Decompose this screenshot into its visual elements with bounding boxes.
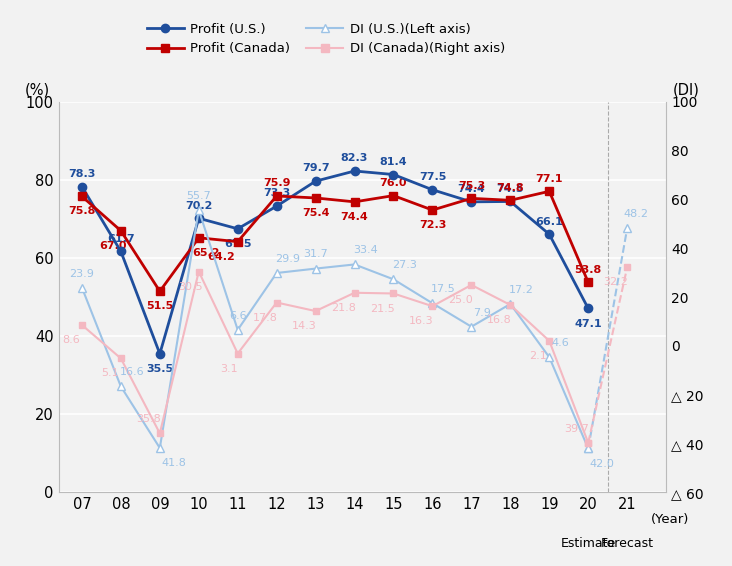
Text: 77.1: 77.1 xyxy=(536,174,563,183)
Text: 21.5: 21.5 xyxy=(370,303,395,314)
Text: 4.6: 4.6 xyxy=(551,338,569,348)
Text: 74.4: 74.4 xyxy=(340,212,368,222)
Text: Estimate: Estimate xyxy=(561,537,616,550)
Text: 5.1: 5.1 xyxy=(101,368,119,379)
Text: 74.4: 74.4 xyxy=(458,184,485,194)
Text: 17.8: 17.8 xyxy=(253,312,278,323)
Text: 6.6: 6.6 xyxy=(229,311,247,321)
Text: 51.5: 51.5 xyxy=(146,301,173,311)
Text: Forecast: Forecast xyxy=(601,537,654,550)
Text: 21.8: 21.8 xyxy=(331,303,356,313)
Text: 79.7: 79.7 xyxy=(302,164,329,173)
Text: 75.3: 75.3 xyxy=(458,181,485,191)
Text: 35.8: 35.8 xyxy=(136,414,161,424)
Text: 81.4: 81.4 xyxy=(380,157,407,167)
Text: 39.7: 39.7 xyxy=(564,424,589,434)
Text: 67.0: 67.0 xyxy=(99,241,127,251)
Text: 76.0: 76.0 xyxy=(380,178,407,188)
Text: 73.3: 73.3 xyxy=(263,188,291,199)
Text: 8.6: 8.6 xyxy=(62,335,80,345)
Text: 16.3: 16.3 xyxy=(409,316,433,326)
Text: 16.8: 16.8 xyxy=(487,315,512,325)
Text: 33.4: 33.4 xyxy=(354,245,378,255)
Text: 41.8: 41.8 xyxy=(161,458,186,468)
Text: 75.4: 75.4 xyxy=(302,208,329,218)
Text: 29.9: 29.9 xyxy=(275,254,300,264)
Text: 75.9: 75.9 xyxy=(263,178,291,188)
Text: 77.5: 77.5 xyxy=(419,172,446,182)
Text: 27.3: 27.3 xyxy=(392,260,417,270)
Text: 67.5: 67.5 xyxy=(224,239,252,249)
Text: (%): (%) xyxy=(25,83,51,98)
Text: (Year): (Year) xyxy=(651,513,689,526)
Text: 75.8: 75.8 xyxy=(68,207,96,216)
Text: 64.2: 64.2 xyxy=(207,252,235,261)
Text: 30.5: 30.5 xyxy=(178,281,203,291)
Text: 42.0: 42.0 xyxy=(590,458,615,469)
Text: (DI): (DI) xyxy=(673,83,700,98)
Text: 72.3: 72.3 xyxy=(419,220,446,230)
Text: 7.9: 7.9 xyxy=(474,307,491,318)
Text: 16.6: 16.6 xyxy=(119,367,144,378)
Text: 74.5: 74.5 xyxy=(496,184,524,194)
Text: 14.3: 14.3 xyxy=(292,321,317,331)
Text: 61.7: 61.7 xyxy=(107,234,135,244)
Legend: Profit (U.S.), Profit (Canada), DI (U.S.)(Left axis), DI (Canada)(Right axis): Profit (U.S.), Profit (Canada), DI (U.S.… xyxy=(147,23,505,55)
Text: 17.5: 17.5 xyxy=(431,284,456,294)
Text: 48.2: 48.2 xyxy=(623,209,648,219)
Text: 2.1: 2.1 xyxy=(529,351,547,361)
Text: 65.2: 65.2 xyxy=(192,248,220,258)
Text: 35.5: 35.5 xyxy=(146,364,173,374)
Text: 66.1: 66.1 xyxy=(535,217,563,226)
Text: 82.3: 82.3 xyxy=(341,153,368,163)
Text: 32.2: 32.2 xyxy=(604,277,629,288)
Text: 55.7: 55.7 xyxy=(187,191,211,201)
Text: 31.7: 31.7 xyxy=(303,250,328,259)
Text: 74.8: 74.8 xyxy=(496,183,524,192)
Text: 17.2: 17.2 xyxy=(509,285,534,295)
Text: 25.0: 25.0 xyxy=(448,295,473,305)
Text: 70.2: 70.2 xyxy=(185,200,212,211)
Text: 23.9: 23.9 xyxy=(70,268,94,278)
Text: 3.1: 3.1 xyxy=(220,363,238,374)
Text: 78.3: 78.3 xyxy=(68,169,96,179)
Text: 47.1: 47.1 xyxy=(575,319,602,328)
Text: 53.8: 53.8 xyxy=(575,264,602,275)
